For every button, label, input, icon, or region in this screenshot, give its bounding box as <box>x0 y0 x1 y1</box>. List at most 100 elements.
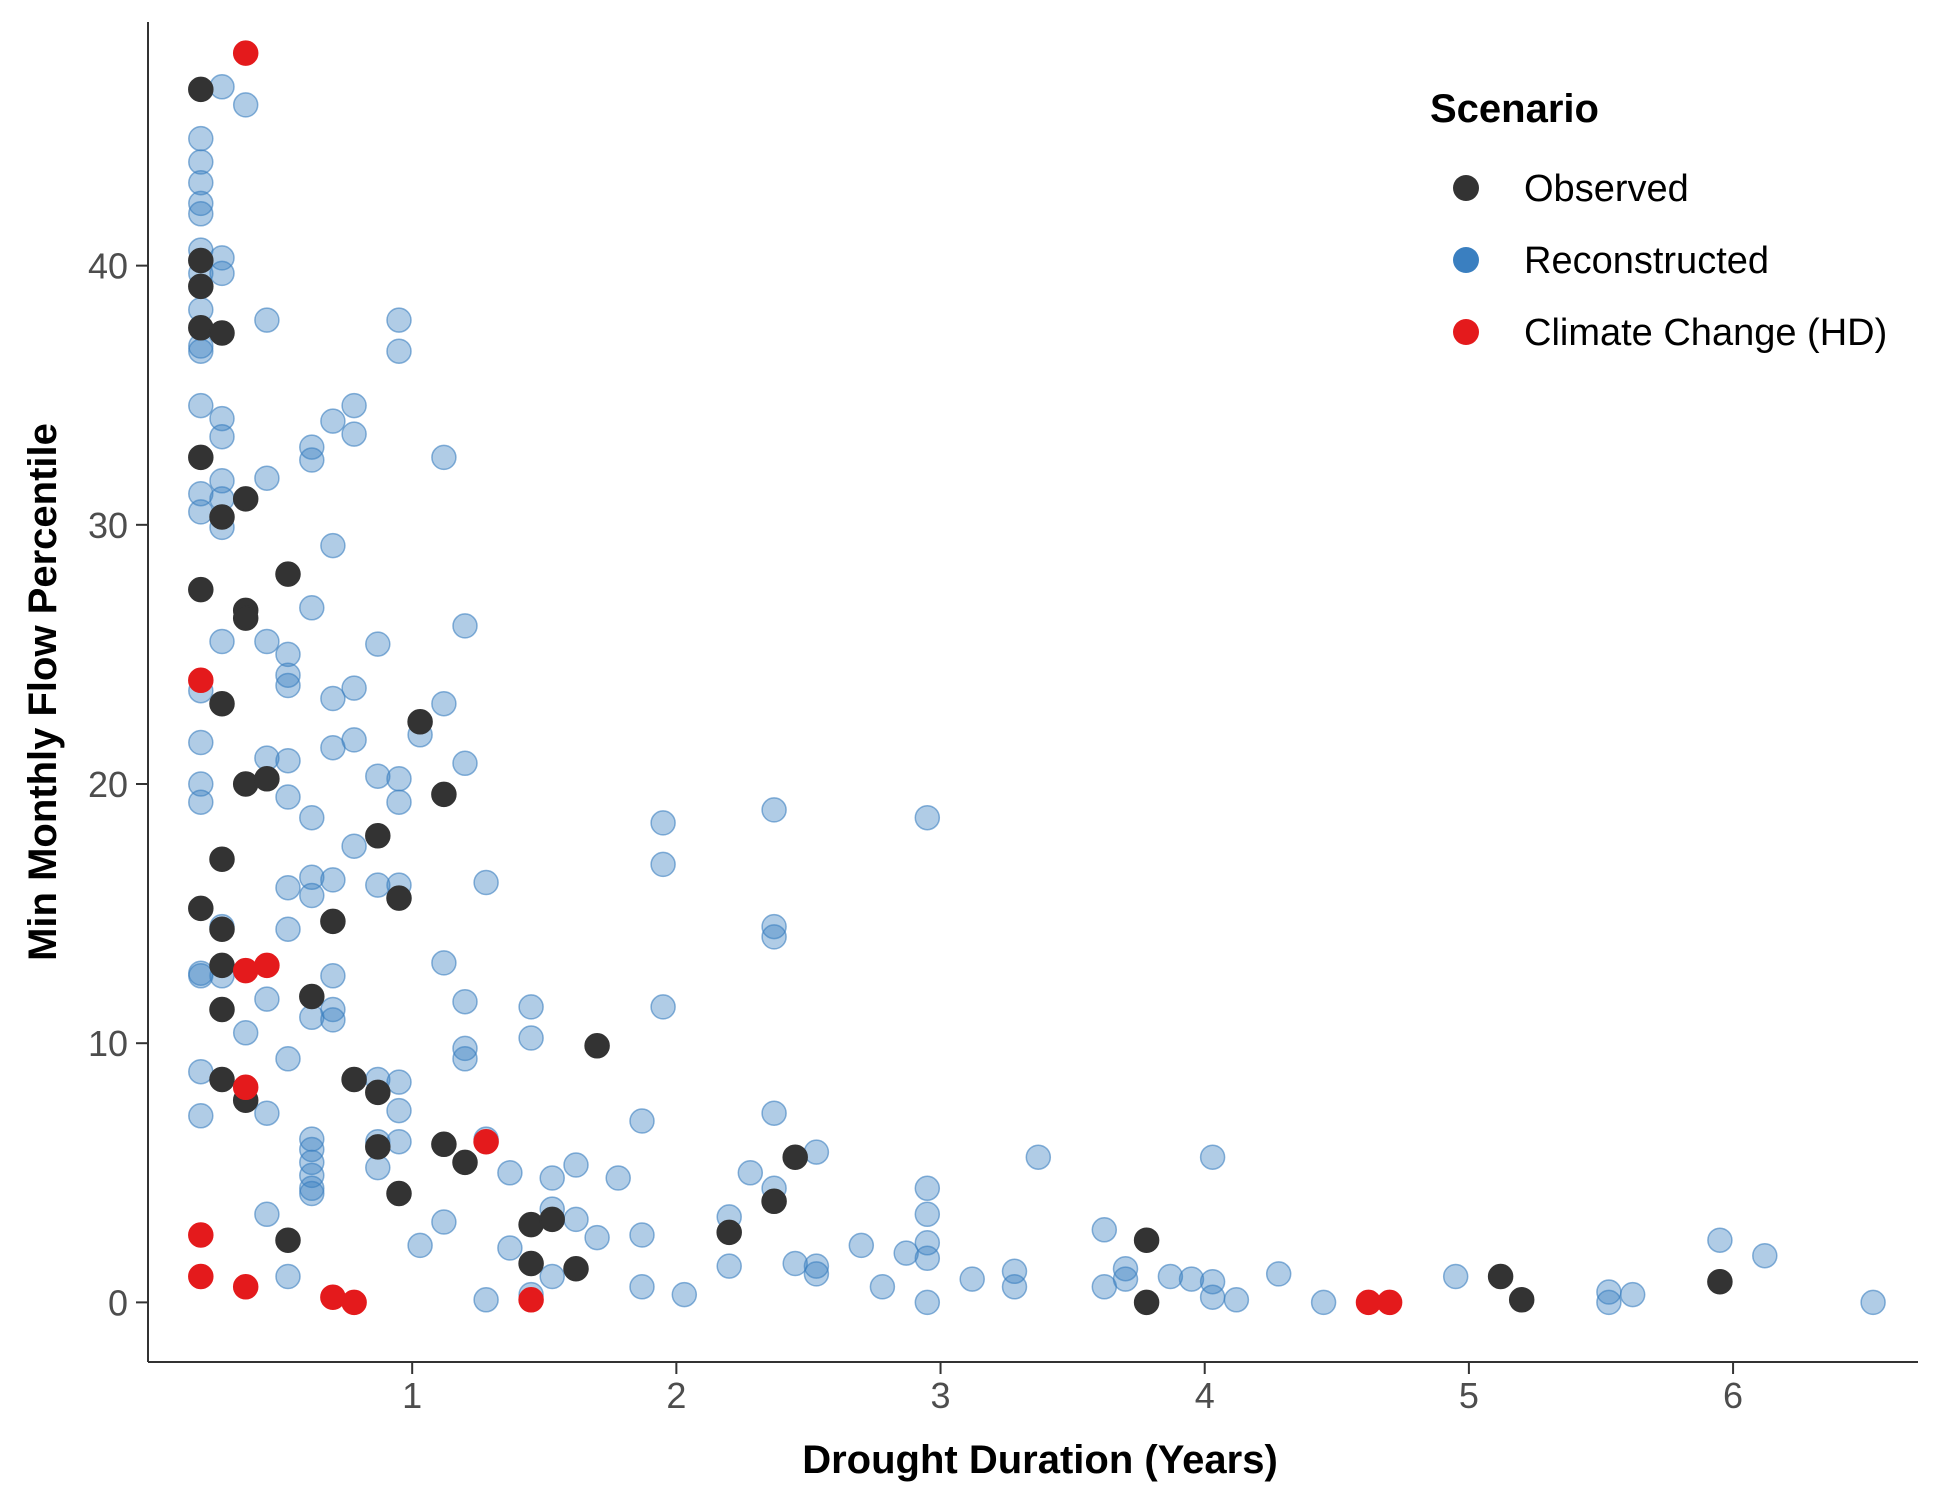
data-point <box>914 1230 941 1256</box>
data-point <box>209 996 235 1023</box>
data-point <box>386 1180 412 1207</box>
data-point <box>518 1250 544 1277</box>
data-point <box>1199 1144 1226 1170</box>
data-point <box>232 1020 259 1046</box>
data-point <box>1091 1274 1118 1300</box>
data-point <box>365 872 391 898</box>
data-point <box>452 988 478 1015</box>
data-point <box>497 1235 523 1261</box>
x-tick-label: 2 <box>666 1375 686 1416</box>
data-point <box>209 504 235 530</box>
data-point <box>320 1284 346 1310</box>
data-point <box>320 734 346 761</box>
data-point <box>188 1058 214 1085</box>
data-point <box>761 1100 787 1126</box>
data-point <box>1133 1289 1160 1316</box>
data-point <box>386 1128 412 1155</box>
data-point <box>959 1266 985 1292</box>
data-point <box>209 846 235 872</box>
data-point <box>299 1149 325 1176</box>
x-tick-label: 5 <box>1459 1375 1479 1416</box>
x-tick-label: 1 <box>402 1375 422 1416</box>
data-point <box>254 952 280 979</box>
data-point <box>473 1287 499 1313</box>
data-point <box>209 468 235 494</box>
data-point <box>1707 1268 1733 1295</box>
data-point <box>761 924 787 950</box>
data-point <box>518 994 544 1020</box>
data-point <box>188 771 214 797</box>
data-point <box>386 1097 412 1124</box>
data-point <box>1619 1281 1646 1308</box>
points-layer <box>188 40 1886 1316</box>
data-point <box>275 1263 301 1290</box>
data-point <box>1199 1268 1226 1295</box>
data-point <box>188 338 214 364</box>
data-point <box>320 996 346 1023</box>
data-point <box>1091 1217 1118 1243</box>
data-point <box>1265 1261 1292 1287</box>
data-point <box>518 1287 544 1313</box>
data-point <box>209 320 235 346</box>
data-point <box>299 864 325 891</box>
data-point <box>605 1165 631 1191</box>
data-point <box>563 1255 589 1282</box>
data-point <box>473 1128 499 1155</box>
y-axis-title: Min Monthly Flow Percentile <box>21 423 65 961</box>
series-reconstructed <box>188 74 1886 1316</box>
data-point <box>320 1007 346 1033</box>
data-point <box>320 867 346 893</box>
data-point <box>365 763 391 789</box>
y-axis-ticks: 0 10 20 30 40 <box>88 246 148 1323</box>
data-point <box>209 628 235 655</box>
data-point <box>452 613 478 639</box>
data-point <box>232 605 259 631</box>
data-point <box>518 1211 544 1238</box>
data-point <box>452 1046 478 1072</box>
data-point <box>431 690 457 717</box>
data-point <box>254 986 280 1012</box>
legend-label: Climate Change (HD) <box>1524 312 1887 354</box>
data-point <box>1001 1274 1028 1300</box>
data-point <box>629 1274 655 1300</box>
series-observed <box>188 76 1733 1316</box>
data-point <box>473 869 499 896</box>
data-point <box>209 423 235 450</box>
data-point <box>914 804 941 831</box>
data-point <box>299 882 325 909</box>
data-point <box>320 908 346 935</box>
data-point <box>1025 1144 1052 1170</box>
data-point <box>275 641 301 668</box>
data-point <box>671 1281 698 1308</box>
data-point <box>275 561 301 587</box>
data-point <box>209 405 235 432</box>
data-point <box>232 957 259 984</box>
data-point <box>188 789 214 815</box>
data-point <box>386 338 412 364</box>
data-point <box>1596 1289 1622 1316</box>
data-point <box>299 595 325 621</box>
data-point <box>1860 1289 1886 1316</box>
data-point <box>452 750 478 777</box>
data-point <box>761 913 787 940</box>
data-point <box>365 631 391 657</box>
data-point <box>365 1134 391 1160</box>
data-point <box>188 169 214 196</box>
data-point <box>254 307 280 333</box>
data-point <box>341 833 367 859</box>
data-point <box>275 672 301 699</box>
data-point <box>497 1160 523 1186</box>
data-point <box>299 804 325 831</box>
data-point <box>320 532 346 559</box>
data-point <box>761 1188 787 1215</box>
data-point <box>629 1108 655 1134</box>
data-point <box>1442 1263 1469 1290</box>
data-point <box>431 1209 457 1235</box>
data-point <box>188 1103 214 1129</box>
data-point <box>188 149 214 175</box>
data-point <box>539 1165 565 1191</box>
series-climate-change-hd <box>188 40 1403 1316</box>
legend-key <box>1453 319 1479 345</box>
data-point <box>914 1201 941 1228</box>
data-point <box>275 1227 301 1253</box>
